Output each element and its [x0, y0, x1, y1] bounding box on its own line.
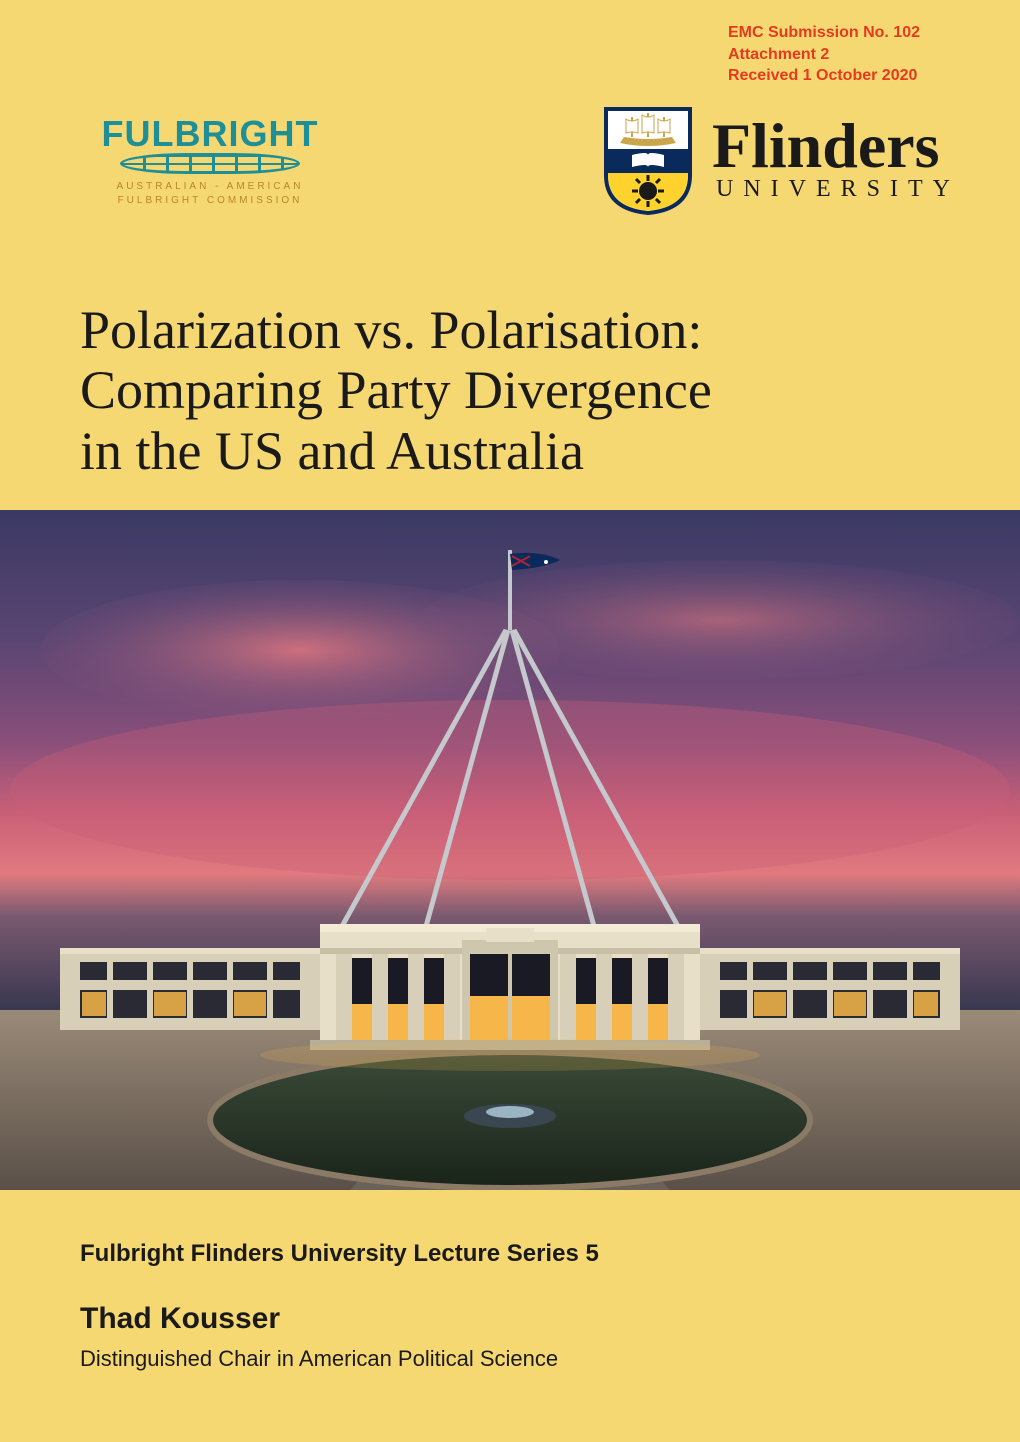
flinders-name: Flinders — [712, 117, 940, 175]
document-cover-page: EMC Submission No. 102 Attachment 2 Rece… — [0, 0, 1020, 1442]
document-title: Polarization vs. Polarisation: Comparing… — [80, 300, 960, 481]
received-date: Received 1 October 2020 — [728, 65, 920, 87]
submission-number: EMC Submission No. 102 — [728, 22, 920, 44]
title-line-2: Comparing Party Divergence — [80, 360, 960, 420]
logo-row: FULBRIGHT AUSTRALIAN - AMERICAN FULBRIGH… — [80, 105, 960, 215]
author-role: Distinguished Chair in American Politica… — [80, 1346, 960, 1372]
flinders-university-label: UNIVERSITY — [716, 176, 960, 203]
fulbright-subtitle: AUSTRALIAN - AMERICAN FULBRIGHT COMMISSI… — [117, 180, 304, 208]
submission-stamp: EMC Submission No. 102 Attachment 2 Rece… — [728, 22, 920, 87]
title-line-1: Polarization vs. Polarisation: — [80, 300, 960, 360]
title-line-3: in the US and Australia — [80, 421, 960, 481]
flinders-logo: Flinders UNIVERSITY — [602, 105, 960, 215]
lecture-series: Fulbright Flinders University Lecture Se… — [80, 1240, 960, 1268]
fulbright-globe-icon — [120, 153, 300, 174]
fulbright-logo: FULBRIGHT AUSTRALIAN - AMERICAN FULBRIGH… — [80, 113, 340, 208]
footer-block: Fulbright Flinders University Lecture Se… — [80, 1240, 960, 1372]
flinders-text: Flinders UNIVERSITY — [712, 117, 960, 204]
fulbright-wordmark: FULBRIGHT — [102, 113, 319, 155]
hero-image — [0, 510, 1020, 1190]
flinders-shield-icon — [602, 105, 694, 215]
attachment-number: Attachment 2 — [728, 44, 920, 66]
author-name: Thad Kousser — [80, 1302, 960, 1336]
